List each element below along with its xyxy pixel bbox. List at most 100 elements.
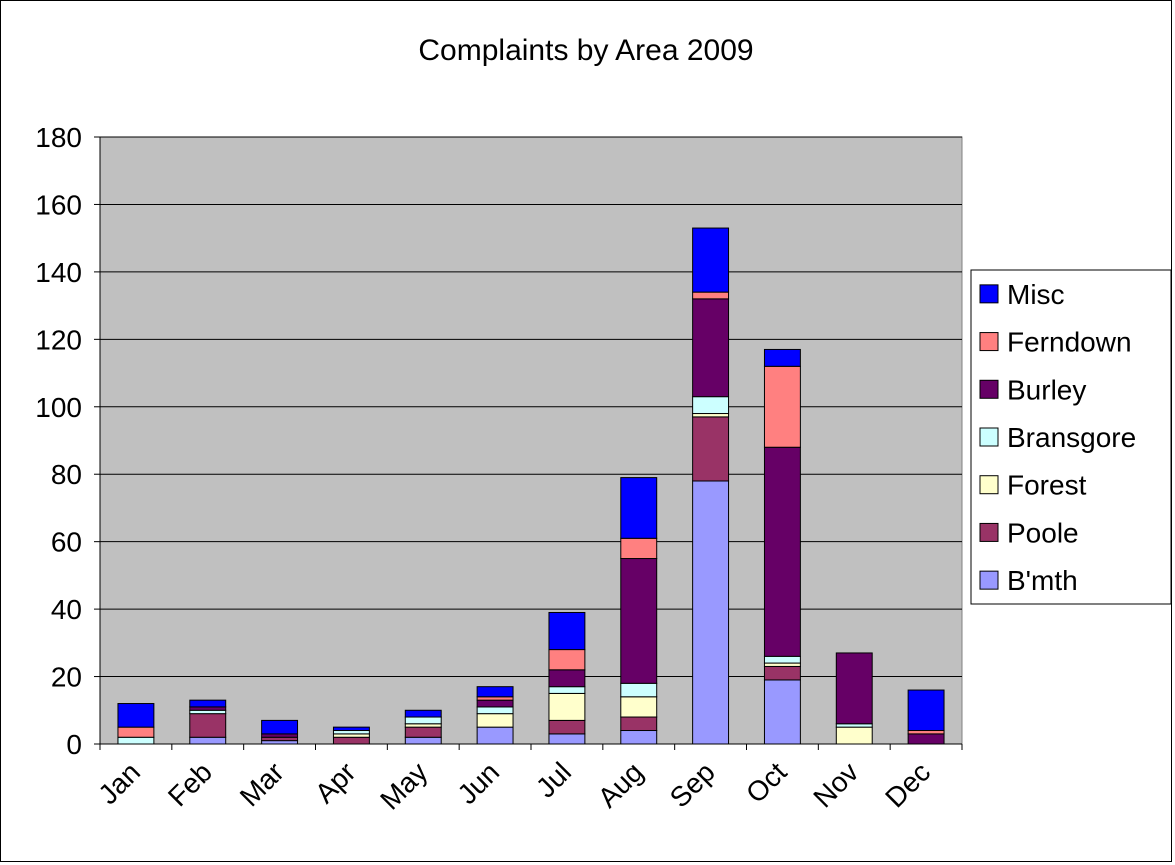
bar-segment: [692, 416, 730, 482]
bar-segment: [476, 686, 514, 698]
bar-segment: [763, 446, 801, 657]
bar-segment: [189, 709, 227, 715]
legend-label: Forest: [1007, 470, 1087, 501]
legend-swatch: [979, 475, 999, 495]
bar-segment: [261, 736, 299, 742]
bar-segment: [620, 716, 658, 732]
bar-segment: [835, 723, 873, 728]
x-tick-label: Oct: [740, 756, 793, 809]
bar-segment: [763, 655, 801, 664]
bar-segment: [548, 719, 586, 735]
legend-label: Misc: [1007, 279, 1065, 310]
chart-title: Complaints by Area 2009: [418, 34, 753, 67]
bar-segment: [835, 652, 873, 725]
bar-segment: [332, 733, 370, 738]
bar-segment: [692, 413, 730, 418]
bar-segment: [548, 649, 586, 671]
legend-swatch: [979, 332, 999, 352]
bar-segment: [189, 713, 227, 738]
y-tick-label: 40: [51, 594, 82, 625]
y-tick-label: 100: [35, 392, 82, 423]
bar-segment: [548, 692, 586, 721]
bar-segment: [117, 703, 155, 728]
bar-segment: [476, 706, 514, 715]
bar-segment: [332, 726, 370, 732]
x-tick-label: Aug: [592, 756, 649, 813]
x-tick-label: Jan: [92, 756, 146, 810]
plot-area: [99, 136, 963, 745]
legend-swatch: [979, 284, 999, 304]
bar-segment: [692, 298, 730, 398]
y-tick-label: 160: [35, 189, 82, 220]
bar-segment: [476, 726, 514, 745]
legend-swatch: [979, 522, 999, 542]
x-tick-label: Jul: [530, 756, 577, 803]
legend-label: Burley: [1007, 374, 1086, 405]
bar-segment: [692, 227, 730, 293]
legend-label: Bransgore: [1007, 422, 1136, 453]
bar-segment: [620, 730, 658, 745]
bar-segment: [907, 730, 945, 735]
bar-segment: [763, 662, 801, 667]
x-tick-label: Sep: [664, 756, 721, 813]
bar-segment: [261, 719, 299, 735]
legend-swatch: [979, 379, 999, 399]
y-tick-label: 0: [66, 729, 82, 760]
bar-segment: [548, 669, 586, 688]
bar-segment: [620, 558, 658, 684]
bar-segment: [476, 696, 514, 701]
bar-segment: [404, 736, 442, 745]
bar-segment: [620, 696, 658, 718]
x-tick-label: Dec: [879, 756, 936, 813]
legend-label: Poole: [1007, 517, 1079, 548]
bar-segment: [620, 477, 658, 539]
bar-segment: [763, 365, 801, 448]
bar-segment: [189, 706, 227, 711]
bar-segment: [835, 726, 873, 745]
bar-segment: [117, 726, 155, 738]
bar-segment: [763, 348, 801, 367]
y-tick-label: 180: [35, 122, 82, 153]
bar-segment: [404, 726, 442, 738]
bar-segment: [332, 736, 370, 745]
bar-segment: [404, 709, 442, 718]
legend: Misc Ferndown Burley Bransgore Forest Poole B'…: [970, 269, 1172, 605]
bar-segment: [907, 733, 945, 745]
bar-segment: [189, 699, 227, 708]
legend-box: [970, 269, 1172, 605]
y-tick-label: 20: [51, 662, 82, 693]
bar-segment: [548, 611, 586, 651]
bar-segment: [548, 733, 586, 745]
bar-segment: [620, 537, 658, 560]
bar-segment: [189, 736, 227, 745]
y-tick-label: 60: [51, 527, 82, 558]
x-tick-label: Feb: [162, 756, 218, 812]
bar-segment: [763, 665, 801, 681]
bar-segment: [117, 736, 155, 745]
x-tick-label: Jun: [451, 756, 505, 810]
x-tick-label: Apr: [309, 756, 362, 809]
bar-segment: [261, 740, 299, 745]
bar-segment: [907, 689, 945, 732]
x-tick-label: Mar: [234, 756, 290, 812]
y-tick-label: 120: [35, 324, 82, 355]
bar-segment: [692, 291, 730, 300]
gridlines: [100, 136, 962, 678]
bar-segment: [404, 716, 442, 725]
x-tick-label: May: [374, 756, 433, 815]
x-tick-label: Nov: [807, 756, 864, 813]
legend-swatch: [979, 570, 999, 590]
bar-segment: [476, 713, 514, 728]
y-tick-label: 140: [35, 257, 82, 288]
bar-segment: [763, 679, 801, 745]
bars-group: [117, 227, 945, 745]
bar-segment: [692, 480, 730, 745]
legend-label: Ferndown: [1007, 327, 1132, 358]
legend-label: B'mth: [1007, 565, 1078, 596]
y-tick-label: 80: [51, 459, 82, 490]
legend-swatch: [979, 427, 999, 447]
bar-segment: [476, 699, 514, 708]
bar-segment: [692, 396, 730, 415]
bar-segment: [620, 682, 658, 698]
